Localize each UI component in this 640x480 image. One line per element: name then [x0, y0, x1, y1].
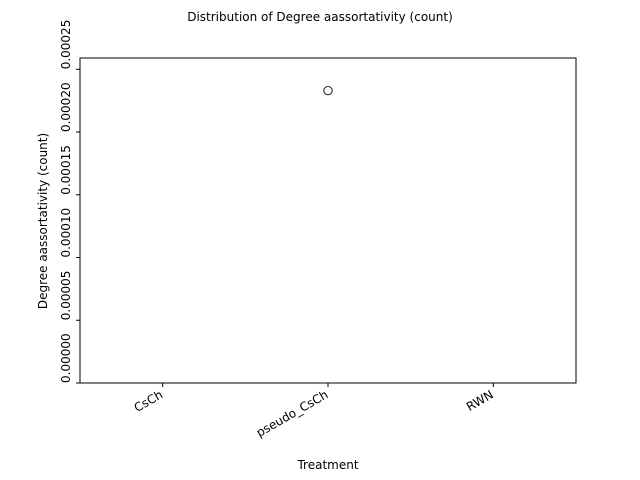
- x-tick-label: pseudo_CsCh: [254, 387, 331, 439]
- x-tick-label: CsCh: [132, 387, 166, 414]
- x-tick-label: RWN: [464, 387, 496, 413]
- y-axis: 0.00000 0.00005 0.00010 0.00015 0.00020 0.000…: [59, 20, 80, 384]
- plot-marks: [323, 85, 333, 96]
- y-tick-label: 0.00010: [59, 208, 73, 258]
- y-tick-label: 0.00000: [59, 333, 73, 383]
- y-tick-label: 0.00005: [59, 271, 73, 321]
- plot-area-frame: [79, 57, 577, 384]
- y-tick-label: 0.00025: [59, 20, 73, 70]
- x-axis-label: Treatment: [296, 458, 358, 472]
- y-tick-label: 0.00015: [59, 145, 73, 195]
- y-tick-label: 0.00020: [59, 82, 73, 132]
- outlier-point: [323, 85, 333, 96]
- chart-title: Distribution of Degree aassortativity (c…: [187, 10, 453, 24]
- x-axis: CsCh pseudo_CsCh RWN: [132, 383, 496, 440]
- y-axis-label: Degree aassortativity (count): [36, 133, 50, 309]
